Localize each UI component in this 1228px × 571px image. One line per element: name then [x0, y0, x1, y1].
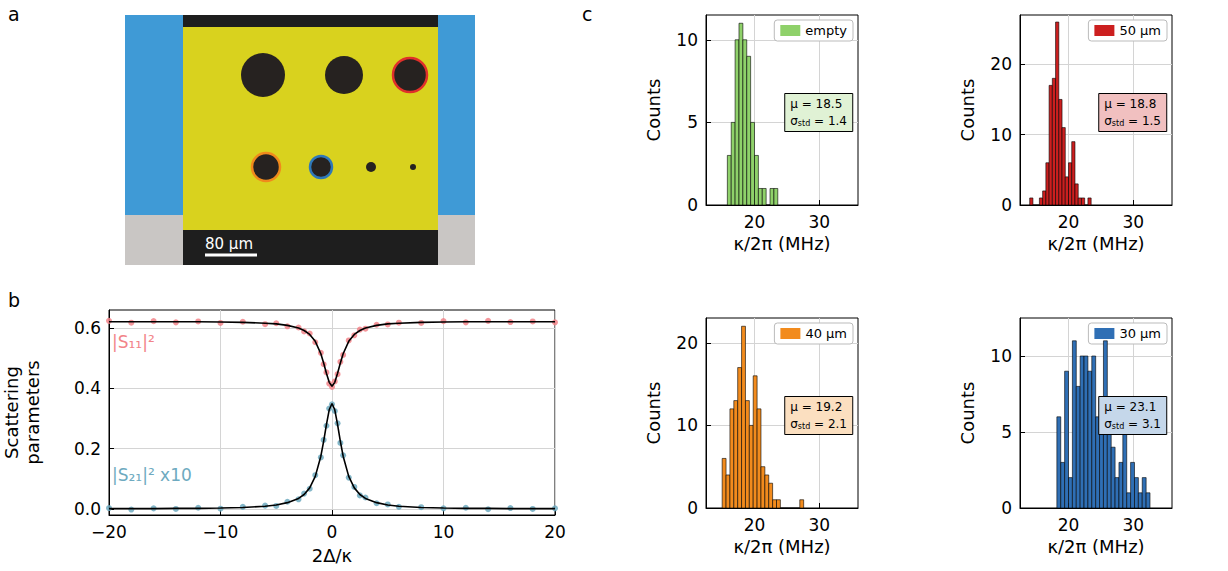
svg-text:std: std	[1112, 119, 1124, 128]
svg-text:κ/2π (MHz): κ/2π (MHz)	[1047, 233, 1144, 254]
svg-text:20: 20	[744, 212, 766, 232]
svg-text:20: 20	[544, 522, 566, 542]
svg-text:20: 20	[1058, 212, 1080, 232]
svg-text:μ: μ	[790, 399, 798, 414]
svg-text:Counts: Counts	[957, 79, 978, 142]
svg-text:20: 20	[1058, 515, 1080, 535]
svg-text:std: std	[798, 119, 810, 128]
svg-text:σ: σ	[790, 416, 798, 431]
svg-text:μ: μ	[790, 96, 798, 111]
svg-text:10: 10	[990, 346, 1012, 366]
svg-text:Scattering: Scattering	[1, 366, 22, 459]
svg-text:= 1.4: = 1.4	[810, 114, 847, 128]
svg-text:μ: μ	[1104, 96, 1112, 111]
svg-text:0.6: 0.6	[74, 318, 101, 338]
svg-text:= 19.2: = 19.2	[798, 400, 842, 414]
svg-text:c: c	[582, 3, 592, 25]
svg-text:10: 10	[990, 125, 1012, 145]
svg-text:= 23.1: = 23.1	[1112, 400, 1156, 414]
svg-text:0.2: 0.2	[74, 439, 101, 459]
svg-text:parameters: parameters	[22, 360, 43, 464]
svg-text:empty: empty	[805, 23, 847, 38]
svg-text:30: 30	[808, 515, 830, 535]
svg-text:0: 0	[687, 498, 698, 518]
svg-text:10: 10	[676, 415, 698, 435]
svg-text:= 18.5: = 18.5	[798, 97, 842, 111]
svg-text:30: 30	[808, 212, 830, 232]
svg-text:κ/2π (MHz): κ/2π (MHz)	[1047, 536, 1144, 557]
svg-text:80 µm: 80 µm	[205, 235, 253, 253]
svg-text:0: 0	[327, 522, 338, 542]
svg-text:0: 0	[1001, 498, 1012, 518]
svg-text:20: 20	[744, 515, 766, 535]
svg-text:30: 30	[1122, 212, 1144, 232]
svg-text:σ: σ	[1104, 113, 1112, 128]
svg-text:10: 10	[433, 522, 455, 542]
svg-text:= 3.1: = 3.1	[1124, 417, 1161, 431]
svg-text:30 µm: 30 µm	[1119, 326, 1161, 341]
svg-text:Counts: Counts	[643, 382, 664, 445]
svg-text:0: 0	[687, 195, 698, 215]
svg-text:a: a	[8, 3, 20, 25]
svg-text:b: b	[8, 289, 20, 311]
svg-text:20: 20	[990, 54, 1012, 74]
svg-text:κ/2π (MHz): κ/2π (MHz)	[733, 233, 830, 254]
svg-text:−10: −10	[203, 522, 239, 542]
svg-text:0.4: 0.4	[74, 378, 101, 398]
svg-text:0: 0	[1001, 195, 1012, 215]
svg-text:Counts: Counts	[957, 382, 978, 445]
svg-text:5: 5	[1001, 422, 1012, 442]
svg-text:= 1.5: = 1.5	[1124, 114, 1161, 128]
svg-text:50 µm: 50 µm	[1119, 23, 1161, 38]
svg-text:κ/2π (MHz): κ/2π (MHz)	[733, 536, 830, 557]
svg-text:μ: μ	[1104, 399, 1112, 414]
svg-text:= 18.8: = 18.8	[1112, 97, 1156, 111]
svg-text:40 µm: 40 µm	[805, 326, 847, 341]
svg-text:|S₁₁|²: |S₁₁|²	[112, 332, 155, 352]
svg-text:Counts: Counts	[643, 79, 664, 142]
svg-text:2Δ/κ: 2Δ/κ	[312, 545, 353, 566]
svg-text:= 2.1: = 2.1	[810, 417, 847, 431]
svg-text:−20: −20	[91, 522, 127, 542]
svg-text:σ: σ	[1104, 416, 1112, 431]
svg-text:30: 30	[1122, 515, 1144, 535]
svg-text:σ: σ	[790, 113, 798, 128]
svg-text:std: std	[1112, 422, 1124, 431]
svg-text:20: 20	[676, 333, 698, 353]
svg-text:0.0: 0.0	[74, 499, 101, 519]
svg-text:std: std	[798, 422, 810, 431]
svg-text:|S₂₁|² x10: |S₂₁|² x10	[112, 465, 192, 485]
svg-text:10: 10	[676, 30, 698, 50]
svg-text:5: 5	[687, 112, 698, 132]
